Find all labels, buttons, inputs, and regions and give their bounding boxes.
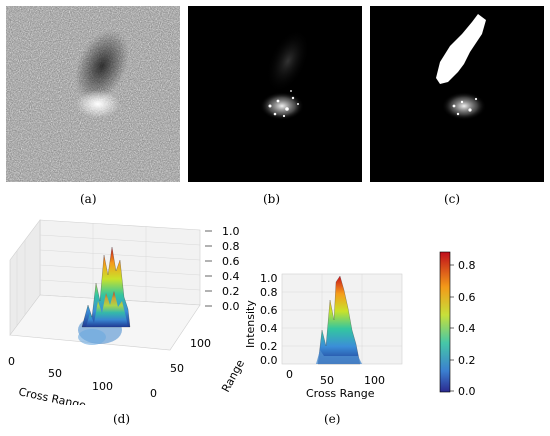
d-x-tick: 0 [8,355,15,368]
e-x-tick: 100 [364,374,385,387]
colorbar-tick: 0.8 [458,259,476,272]
caption-b: (b) [263,192,281,206]
colorbar-tick: 0.0 [458,385,476,398]
panel-c [370,6,544,182]
d-y-tick: 50 [170,362,184,375]
d-z-ticks: 1.0 0.8 0.6 0.4 0.2 0.0 [222,225,240,313]
panel-b [188,6,362,182]
d-z-tick: 1.0 [222,225,240,238]
panel-a [6,6,180,182]
panel-e: 0.0 0.2 0.4 0.6 0.8 1.0 Intensity 0 50 1… [240,260,410,400]
e-z-tick: 0.2 [260,340,278,353]
surface-plot-3d: 1.0 0.8 0.6 0.4 0.2 0.0 0 50 100 Cross R… [8,219,247,405]
colorbar-tick: 0.4 [458,322,476,335]
e-z-tick: 1.0 [260,272,278,285]
caption-c: (c) [444,192,461,206]
colorbar-tick: 0.6 [458,291,476,304]
side-view-plot: 0.0 0.2 0.4 0.6 0.8 1.0 Intensity 0 50 1… [244,272,403,400]
d-x-tick: 100 [92,380,113,393]
d-z-tick: 0.6 [222,255,240,268]
e-z-tick: 0.4 [260,322,278,335]
d-y-tick: 0 [150,387,157,400]
e-z-label: Intensity [244,300,257,348]
caption-d: (d) [113,412,131,426]
e-z-tick: 0.0 [260,354,278,367]
panel-d: 1.0 0.8 0.6 0.4 0.2 0.0 0 50 100 Cross R… [0,205,250,405]
d-z-tick: 0.2 [222,285,240,298]
d-z-tick: 0.0 [222,300,240,313]
d-x-tick: 50 [48,367,62,380]
d-y-tick: 100 [190,337,211,350]
e-z-tick: 0.6 [260,304,278,317]
e-x-tick: 0 [286,368,293,381]
sar-noisy-image [6,6,180,182]
caption-e: (e) [324,412,341,426]
caption-a: (a) [80,192,97,206]
d-z-tick: 0.4 [222,270,240,283]
target-intensity-image [188,6,362,182]
e-z-tick: 0.8 [260,286,278,299]
colorbar: 0.8 0.6 0.4 0.2 0.0 [430,250,510,400]
d-x-label: Cross Range [17,385,87,405]
e-x-tick: 50 [320,374,334,387]
e-z-ticks: 0.0 0.2 0.4 0.6 0.8 1.0 [260,272,278,367]
colorbar-svg: 0.8 0.6 0.4 0.2 0.0 [439,251,476,398]
e-x-label: Cross Range [306,387,375,400]
d-z-tick: 0.8 [222,240,240,253]
colorbar-tick: 0.2 [458,354,476,367]
segmentation-mask-image [370,6,544,182]
